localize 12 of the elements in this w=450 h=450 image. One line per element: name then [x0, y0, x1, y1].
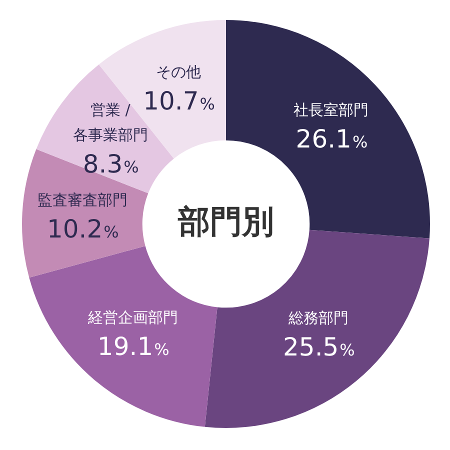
slice-label: 社長室部門: [294, 100, 369, 119]
text: 部門別: [177, 202, 274, 240]
data-label: 25.5%: [283, 332, 355, 362]
slice-label: 総務部門: [287, 309, 348, 328]
slice-label: 監査審査部門: [37, 190, 128, 209]
slice-label: その他: [156, 63, 202, 82]
slice-label: 経営企画部門: [86, 308, 178, 326]
data-label: 26.1%: [296, 124, 368, 154]
data-label: 10.2%: [46, 214, 119, 244]
data-label: 8.3%: [82, 149, 139, 178]
data-label: 10.7%: [143, 86, 215, 116]
data-label: 19.1%: [97, 332, 170, 362]
